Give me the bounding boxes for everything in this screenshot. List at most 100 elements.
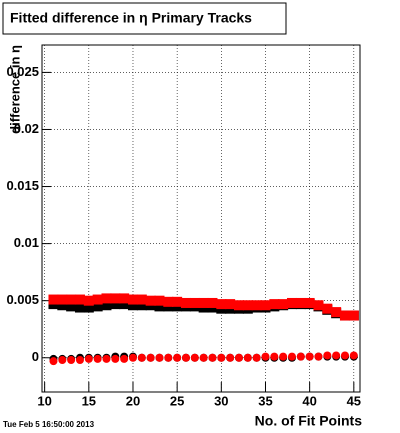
square-marker [313, 300, 324, 311]
square-marker [154, 301, 165, 312]
circle-marker [234, 353, 243, 362]
circle-marker [279, 352, 288, 361]
circle-marker [146, 353, 155, 362]
square-marker [66, 301, 77, 312]
plot-frame [41, 44, 361, 393]
square-marker [145, 295, 156, 306]
square-marker [286, 297, 297, 308]
circle-marker [332, 351, 341, 360]
square-marker [83, 302, 94, 313]
square-marker [172, 296, 183, 307]
square-marker [331, 307, 342, 318]
circle-marker [287, 352, 296, 361]
y-tick-label: 0 [32, 349, 39, 364]
x-tick-label: 30 [214, 393, 228, 408]
square-marker [163, 296, 174, 307]
circle-marker [190, 353, 199, 362]
square-marker [127, 300, 138, 311]
circle-marker [111, 354, 120, 363]
square-marker [216, 299, 227, 310]
square-marker [110, 299, 121, 310]
square-marker [119, 299, 130, 310]
square-marker [66, 294, 77, 305]
x-tick-label: 15 [82, 393, 96, 408]
square-marker [348, 310, 359, 321]
square-marker [198, 297, 209, 308]
square-marker [101, 293, 112, 304]
circle-marker [93, 354, 102, 363]
square-marker [57, 300, 68, 311]
square-marker [92, 301, 103, 312]
circle-marker [120, 354, 129, 363]
circle-marker [340, 351, 349, 360]
x-tick-label: 45 [347, 393, 361, 408]
timestamp: Tue Feb 5 16:50:00 2013 [3, 420, 95, 429]
square-marker [127, 294, 138, 305]
y-tick-label: 0.015 [6, 178, 39, 193]
circle-marker [137, 353, 146, 362]
x-tick-label: 20 [126, 393, 140, 408]
square-marker [278, 299, 289, 310]
y-tick-label: 0.025 [6, 64, 39, 79]
square-marker [83, 295, 94, 306]
circle-marker [314, 352, 323, 361]
x-axis-label: No. of Fit Points [255, 413, 363, 429]
circle-marker [305, 352, 314, 361]
circle-marker [75, 356, 84, 365]
square-marker [101, 300, 112, 311]
square-marker [322, 303, 333, 314]
square-marker [233, 300, 244, 311]
square-marker [251, 300, 262, 311]
title-box [2, 2, 287, 35]
circle-marker [243, 353, 252, 362]
circle-marker [155, 353, 164, 362]
circle-marker [323, 351, 332, 360]
circle-marker [164, 353, 173, 362]
y-axis-label: difference in η [7, 45, 22, 134]
square-marker [339, 310, 350, 321]
x-tick-label: 25 [170, 393, 184, 408]
square-marker [136, 294, 147, 305]
square-marker [180, 297, 191, 308]
square-marker [74, 302, 85, 313]
x-tick-label: 40 [302, 393, 316, 408]
square-marker [295, 297, 306, 308]
square-marker [207, 297, 218, 308]
y-tick-label: 0.02 [14, 121, 39, 136]
square-marker [119, 293, 130, 304]
circle-marker [67, 356, 76, 365]
square-marker [92, 294, 103, 305]
square-marker [136, 300, 147, 311]
y-tick-label: 0.005 [6, 292, 39, 307]
x-tick-label: 35 [258, 393, 272, 408]
square-marker [269, 299, 280, 310]
circle-marker [84, 354, 93, 363]
circle-marker [296, 352, 305, 361]
circle-marker [49, 357, 58, 366]
square-marker [304, 297, 315, 308]
circle-marker [217, 353, 226, 362]
square-marker [110, 293, 121, 304]
circle-marker [173, 353, 182, 362]
square-marker [48, 294, 59, 305]
square-marker [260, 300, 271, 311]
circle-marker [226, 353, 235, 362]
circle-marker [58, 356, 67, 365]
x-tick-label: 10 [37, 393, 51, 408]
square-marker [74, 294, 85, 305]
square-marker [189, 297, 200, 308]
square-marker [225, 299, 236, 310]
y-tick-label: 0.01 [14, 235, 39, 250]
circle-marker [128, 353, 137, 362]
square-marker [57, 294, 68, 305]
circle-marker [261, 352, 270, 361]
circle-marker [199, 353, 208, 362]
square-marker [154, 295, 165, 306]
circle-marker [181, 353, 190, 362]
circle-marker [270, 352, 279, 361]
circle-marker [208, 353, 217, 362]
circle-marker [102, 354, 111, 363]
square-marker [242, 300, 253, 311]
circle-marker [349, 351, 358, 360]
